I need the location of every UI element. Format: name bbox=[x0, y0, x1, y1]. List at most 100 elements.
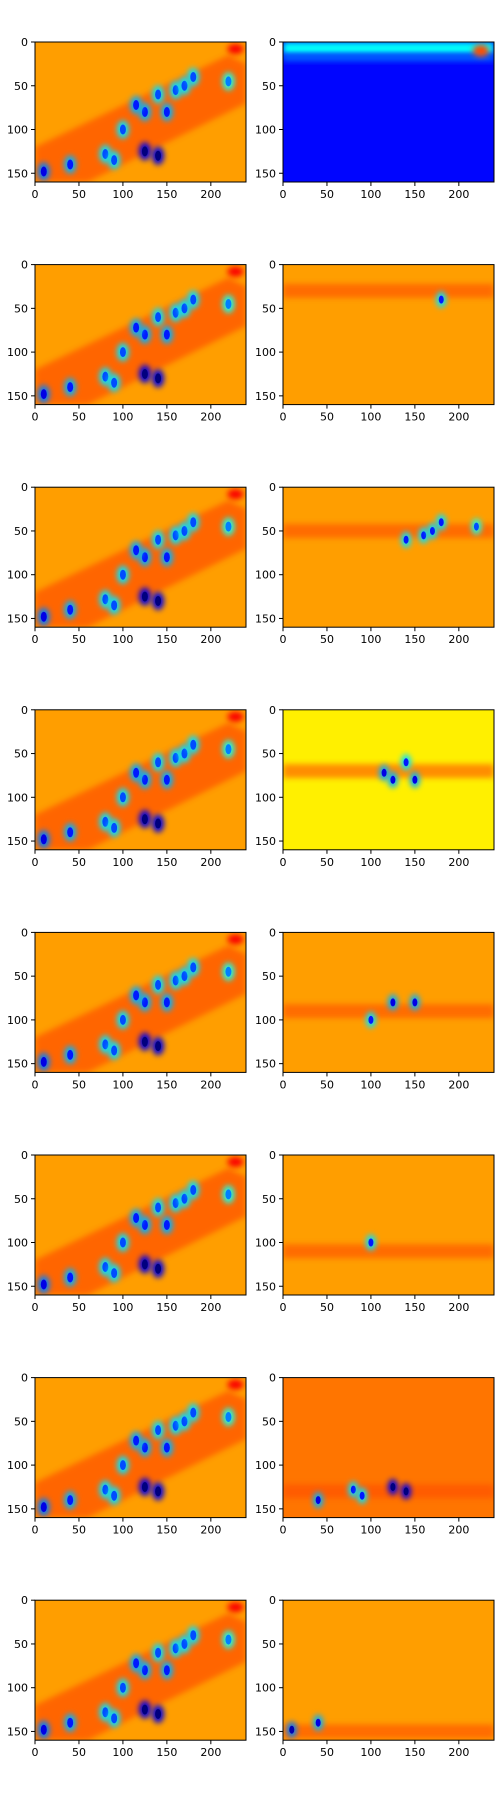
heatmap-blob-core bbox=[163, 1442, 170, 1453]
y-tick-label: 150 bbox=[7, 1503, 28, 1516]
heatmap-blob-core bbox=[119, 1682, 126, 1693]
x-tick-label: 0 bbox=[280, 1524, 287, 1537]
axes-frame bbox=[282, 41, 495, 183]
x-tick-label: 150 bbox=[156, 856, 177, 869]
heatmap-blob-core bbox=[133, 322, 140, 333]
heatmap-hotspot bbox=[227, 1157, 244, 1167]
heatmap-image bbox=[35, 1155, 246, 1295]
heatmap-hotspot bbox=[227, 489, 244, 500]
y-tick-label: 100 bbox=[7, 124, 28, 137]
heatmap-blob-core bbox=[67, 827, 74, 838]
heatmap-blob-core bbox=[155, 1708, 162, 1719]
heatmap-blob-core bbox=[119, 124, 126, 135]
heatmap-blob-core bbox=[155, 373, 162, 384]
heatmap-image bbox=[35, 1377, 246, 1518]
x-tick-label: 50 bbox=[320, 1746, 334, 1759]
y-tick-label: 50 bbox=[14, 302, 28, 315]
x-tick-label: 150 bbox=[156, 1078, 177, 1091]
y-tick-label: 150 bbox=[255, 1503, 276, 1516]
heatmap-blob-core bbox=[102, 1039, 109, 1050]
y-tick-label: 50 bbox=[14, 80, 28, 93]
y-tick-label: 150 bbox=[255, 1280, 276, 1293]
y-tick-label: 0 bbox=[21, 259, 28, 272]
heatmap-blob-core bbox=[141, 107, 148, 117]
axes-frame bbox=[282, 931, 495, 1073]
x-tick-label: 100 bbox=[360, 1746, 381, 1759]
axes-frame bbox=[34, 931, 247, 1073]
y-tick-label: 100 bbox=[7, 1459, 28, 1472]
heatmap-blob-core bbox=[102, 1262, 109, 1272]
heatmap-band bbox=[283, 1724, 494, 1739]
y-tick-label: 150 bbox=[255, 612, 276, 625]
x-tick-label: 50 bbox=[72, 411, 86, 424]
heatmap-panel: 0 50 100 150 200 0 50 100 150 bbox=[255, 704, 495, 869]
heatmap-blob-core bbox=[190, 1630, 197, 1641]
y-tick-label: 150 bbox=[7, 1725, 28, 1738]
heatmap-band bbox=[35, 277, 246, 405]
y-tick-label: 0 bbox=[21, 1372, 28, 1385]
y-tick-label: 50 bbox=[262, 80, 276, 93]
heatmap-blob-core bbox=[40, 1279, 47, 1290]
y-tick-label: 50 bbox=[14, 970, 28, 983]
x-tick-label: 150 bbox=[404, 1746, 425, 1759]
heatmap-blob-core bbox=[141, 591, 148, 602]
heatmap-image bbox=[283, 487, 494, 628]
x-tick-label: 150 bbox=[404, 1301, 425, 1314]
heatmap-blob-core bbox=[141, 1704, 148, 1715]
heatmap-blob-core bbox=[403, 1487, 409, 1496]
heatmap-blob-core bbox=[141, 1036, 148, 1047]
heatmap-band bbox=[35, 1613, 246, 1741]
heatmap-blob-core bbox=[181, 971, 188, 982]
heatmap-blob-core bbox=[111, 1490, 118, 1501]
x-tick-label: 100 bbox=[112, 1746, 133, 1759]
y-tick-label: 0 bbox=[21, 1149, 28, 1162]
heatmap-blob-core bbox=[67, 382, 74, 393]
x-tick-label: 200 bbox=[200, 633, 221, 646]
heatmap-blob-core bbox=[111, 600, 118, 611]
x-tick-label: 200 bbox=[200, 856, 221, 869]
heatmap-blob-core bbox=[40, 834, 47, 845]
heatmap-image bbox=[35, 932, 246, 1073]
heatmap-blob-core bbox=[102, 1707, 109, 1718]
axes-frame bbox=[34, 1599, 247, 1741]
heatmap-blob-core bbox=[412, 998, 418, 1007]
heatmap-band bbox=[283, 54, 494, 62]
y-tick-label: 0 bbox=[21, 481, 28, 494]
heatmap-blob-core bbox=[133, 1658, 140, 1669]
heatmap-blob-core bbox=[155, 89, 162, 100]
heatmap-blob-core bbox=[102, 149, 109, 159]
heatmap-blob-core bbox=[119, 792, 126, 803]
y-tick-label: 150 bbox=[7, 612, 28, 625]
x-tick-label: 0 bbox=[280, 411, 287, 424]
heatmap-panel: 0 50 100 150 200 0 50 100 150 bbox=[7, 259, 247, 424]
heatmap-blob-core bbox=[163, 774, 170, 785]
heatmap-blob-core bbox=[163, 1665, 170, 1676]
heatmap-background bbox=[283, 1155, 494, 1295]
x-tick-label: 0 bbox=[280, 188, 287, 201]
heatmap-blob-core bbox=[163, 552, 170, 563]
x-tick-label: 150 bbox=[404, 856, 425, 869]
heatmap-blob-core bbox=[289, 1725, 295, 1734]
x-tick-label: 50 bbox=[320, 411, 334, 424]
y-tick-label: 50 bbox=[262, 525, 276, 538]
heatmap-blob-core bbox=[133, 100, 140, 110]
x-tick-label: 200 bbox=[200, 411, 221, 424]
heatmap-hotspot bbox=[227, 266, 244, 277]
heatmap-blob-core bbox=[163, 107, 170, 117]
y-tick-label: 0 bbox=[269, 704, 276, 717]
y-tick-label: 0 bbox=[21, 36, 28, 49]
heatmap-blob-core bbox=[181, 303, 188, 314]
heatmap-blob-core bbox=[141, 997, 148, 1008]
heatmap-blob-core bbox=[390, 998, 396, 1007]
x-tick-label: 200 bbox=[200, 188, 221, 201]
heatmap-blob-core bbox=[141, 368, 148, 379]
heatmap-blob-core bbox=[315, 1496, 321, 1505]
heatmap-blob-core bbox=[412, 775, 418, 784]
heatmap-blob-core bbox=[225, 1634, 232, 1645]
heatmap-blob-core bbox=[119, 569, 126, 580]
x-tick-label: 50 bbox=[72, 1078, 86, 1091]
heatmap-blob-core bbox=[141, 774, 148, 785]
x-tick-label: 200 bbox=[448, 411, 469, 424]
heatmap-band bbox=[35, 1390, 246, 1518]
y-tick-label: 0 bbox=[269, 481, 276, 494]
